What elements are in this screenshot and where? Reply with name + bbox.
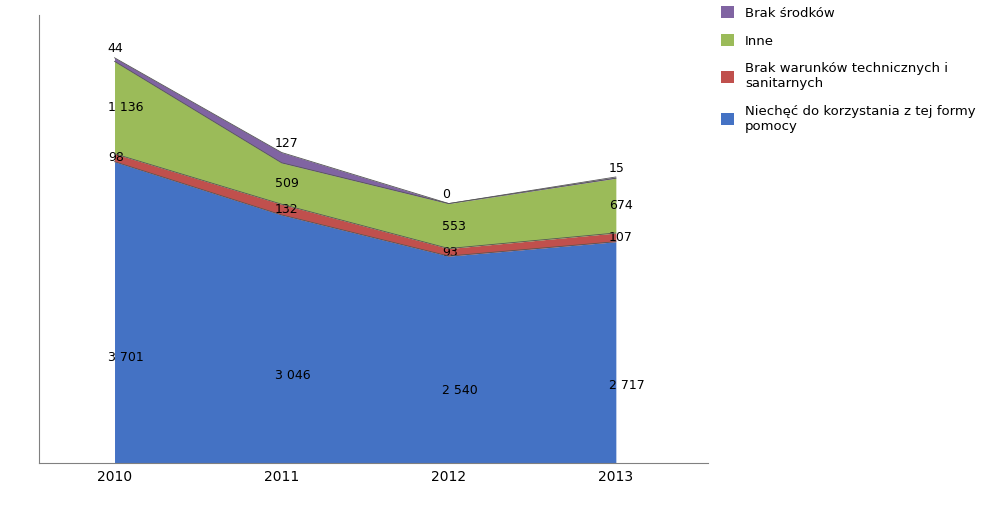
Text: 107: 107 (609, 231, 633, 244)
Text: 553: 553 (442, 219, 466, 232)
Text: 509: 509 (275, 177, 299, 190)
Text: 2 717: 2 717 (609, 379, 645, 392)
Text: 44: 44 (108, 42, 124, 56)
Text: 98: 98 (108, 151, 124, 164)
Text: 127: 127 (275, 137, 299, 150)
Text: 0: 0 (442, 188, 450, 201)
Text: 3 046: 3 046 (275, 370, 311, 382)
Text: 15: 15 (609, 161, 625, 175)
Legend: Brak środków, Inne, Brak warunków technicznych i
sanitarnych, Niechęć do korzyst: Brak środków, Inne, Brak warunków techni… (722, 7, 975, 133)
Text: 674: 674 (609, 199, 633, 212)
Text: 1 136: 1 136 (108, 101, 144, 114)
Text: 93: 93 (442, 246, 458, 259)
Text: 132: 132 (275, 203, 299, 216)
Text: 2 540: 2 540 (442, 384, 478, 397)
Text: 3 701: 3 701 (108, 351, 144, 364)
